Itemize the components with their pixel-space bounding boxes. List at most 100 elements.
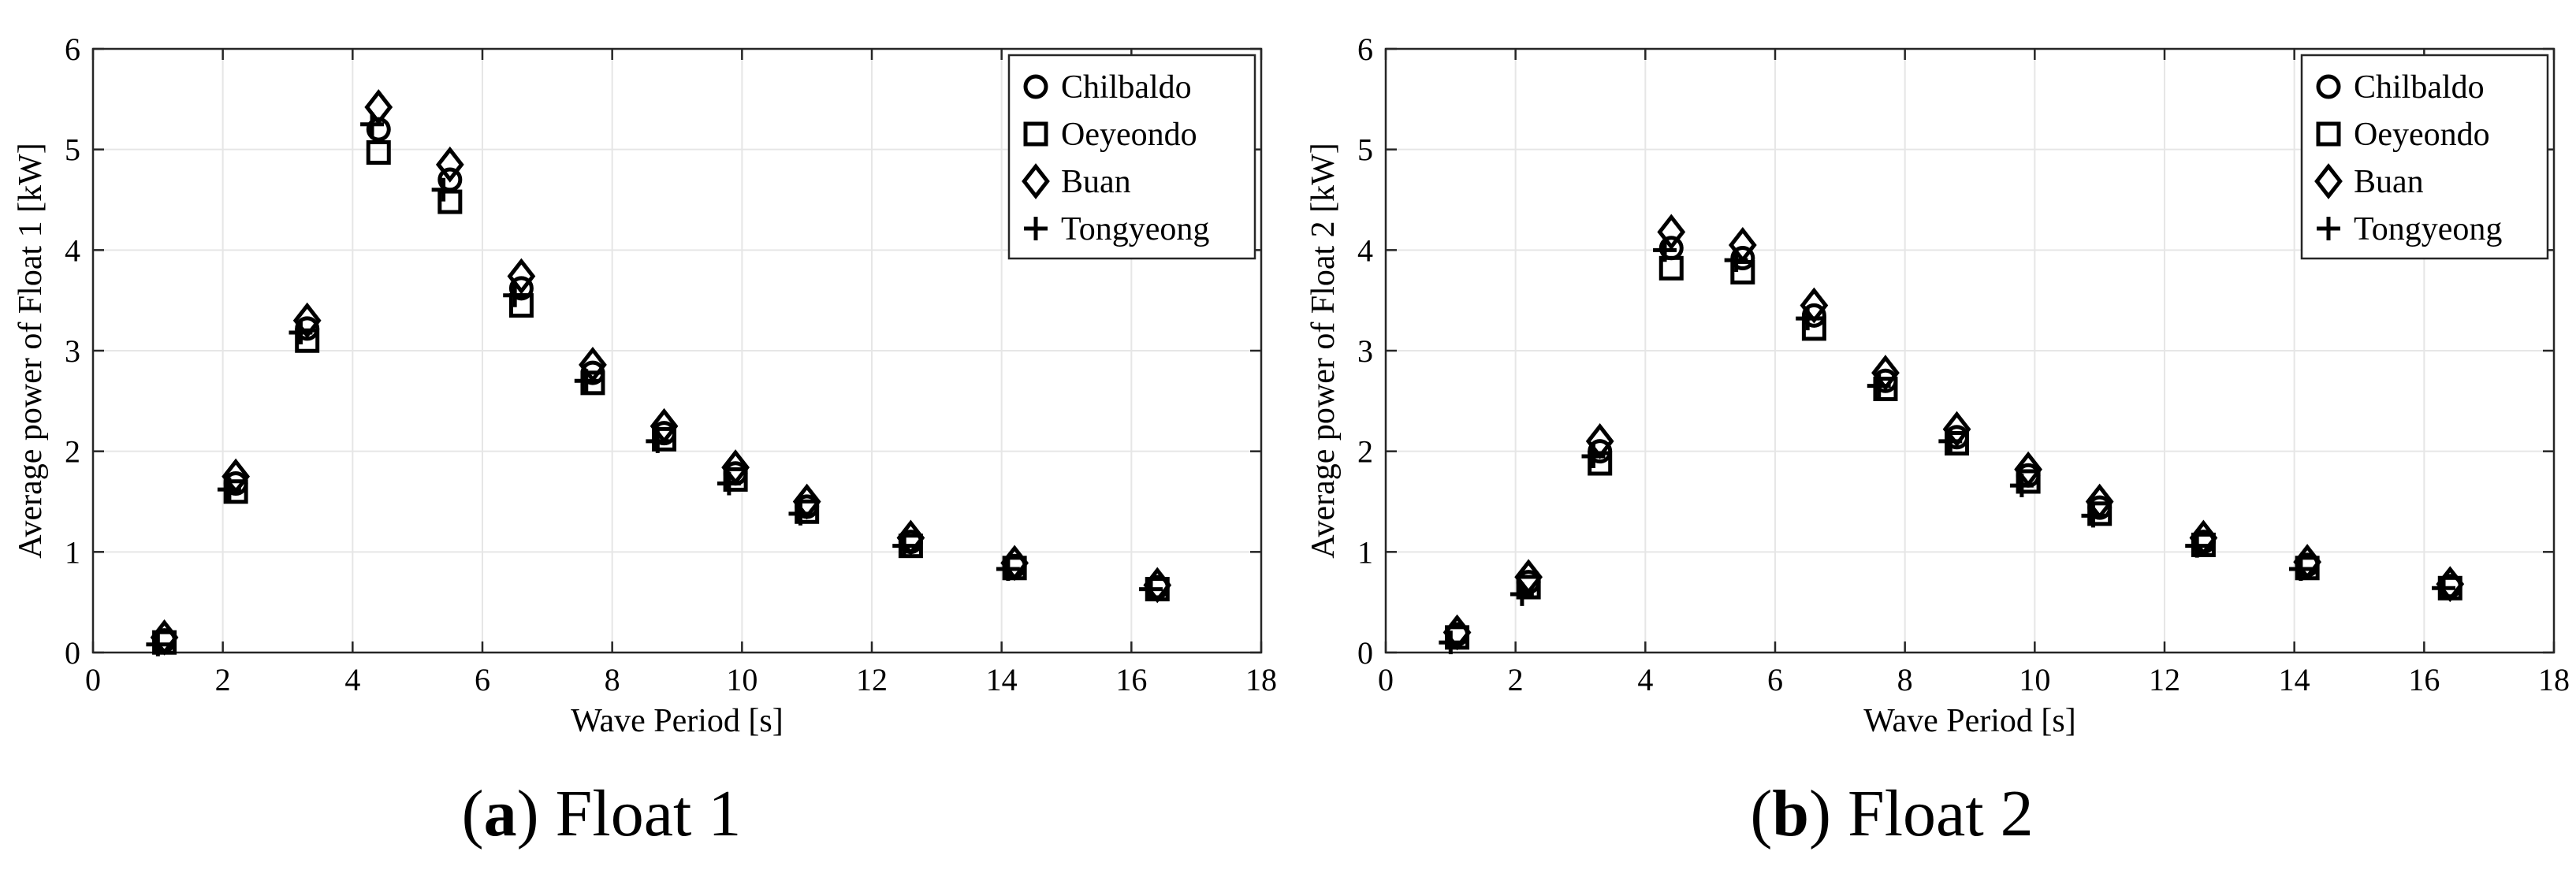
data-point-buan	[2189, 519, 2218, 556]
y-tick-label: 4	[1357, 232, 1373, 268]
x-tick-label: 8	[605, 662, 620, 697]
data-point-tongyeong	[146, 632, 170, 656]
data-point-oeyeondo	[580, 370, 605, 396]
data-point-tongyeong	[2009, 474, 2034, 498]
data-point-oeyeondo	[723, 467, 748, 492]
data-point-buan	[1514, 559, 1543, 596]
legend: Chilbaldo Oeyeondo Buan Tongyeong	[1007, 54, 1256, 260]
data-point-oeyeondo	[1658, 255, 1684, 281]
y-tick-label: 6	[1357, 32, 1373, 67]
data-point-tongyeong	[1724, 248, 1748, 273]
x-tick-label: 0	[85, 662, 101, 697]
x-tick-label: 10	[2019, 662, 2050, 697]
x-tick-label: 14	[986, 662, 1018, 697]
legend-marker-plus	[1024, 217, 1048, 240]
data-point-oeyeondo	[366, 139, 391, 165]
data-point-oeyeondo	[295, 328, 320, 353]
data-point-buan	[2293, 544, 2322, 581]
caption-label: b	[1772, 777, 1809, 850]
data-point-tongyeong	[1867, 374, 1891, 398]
x-tick-label: 0	[1378, 662, 1394, 697]
data-point-buan	[1442, 614, 1472, 651]
data-point-oeyeondo	[223, 479, 248, 504]
data-point-oeyeondo	[1945, 430, 1970, 456]
legend-item-chilbaldo: Chilbaldo	[1023, 69, 1192, 106]
legend-marker-circle	[1023, 74, 1048, 99]
x-tick-label: 6	[1767, 662, 1783, 697]
data-point-buan	[1657, 214, 1686, 251]
panel-caption: (b) Float 2	[1750, 777, 2033, 850]
data-point-tongyeong	[574, 369, 598, 393]
legend-label: Chilbaldo	[1061, 69, 1192, 106]
y-tick-label: 2	[65, 434, 80, 470]
legend-item-chilbaldo: Chilbaldo	[2316, 69, 2485, 106]
x-tick-label: 10	[726, 662, 758, 697]
data-point-buan	[292, 302, 322, 339]
y-tick-label: 5	[1357, 132, 1373, 168]
legend-label: Oeyeondo	[2354, 117, 2490, 153]
y-tick-label: 3	[65, 333, 80, 369]
series-tongyeong	[146, 112, 1163, 656]
y-tick-label: 5	[65, 132, 80, 168]
caption-paren-open: (	[1750, 777, 1772, 850]
data-point-tongyeong	[1581, 444, 1606, 468]
y-tick-label: 1	[65, 534, 80, 570]
data-point-tongyeong	[1653, 238, 1677, 262]
legend-box	[2300, 54, 2549, 260]
series-tongyeong	[1439, 238, 2455, 655]
legend-label: Oeyeondo	[1061, 117, 1197, 153]
legend-label: Tongyeong	[1061, 211, 1209, 247]
data-point-tongyeong	[1439, 630, 1463, 655]
legend-marker-plus	[2317, 217, 2340, 240]
legend-marker-square	[1023, 121, 1048, 147]
legend-item-oeyeondo: Oeyeondo	[1023, 117, 1197, 153]
x-tick-label: 12	[2149, 662, 2180, 697]
data-point-chilbaldo	[1801, 303, 1826, 328]
data-point-oeyeondo	[2016, 469, 2041, 494]
legend: Chilbaldo Oeyeondo Buan Tongyeong	[2300, 54, 2549, 260]
x-tick-label: 12	[856, 662, 888, 697]
caption-paren-close: )	[1809, 777, 1848, 850]
x-tick-label: 14	[2279, 662, 2310, 697]
legend-marker-diamond	[2314, 163, 2343, 199]
x-tick-label: 16	[2408, 662, 2440, 697]
data-point-tongyeong	[503, 283, 527, 307]
data-point-buan	[435, 146, 464, 183]
data-point-tongyeong	[1796, 307, 1820, 331]
legend-marker-diamond	[1022, 163, 1050, 199]
data-point-tongyeong	[1139, 577, 1163, 601]
x-tick-label: 16	[1115, 662, 1147, 697]
data-point-tongyeong	[2432, 576, 2455, 601]
data-point-tongyeong	[892, 534, 917, 558]
data-point-oeyeondo	[652, 426, 677, 452]
data-point-tongyeong	[2081, 504, 2105, 528]
legend-marker-square	[2316, 121, 2341, 147]
legend-label: Tongyeong	[2354, 211, 2502, 247]
data-point-tongyeong	[788, 501, 813, 526]
data-point-oeyeondo	[795, 499, 820, 524]
data-point-oeyeondo	[1873, 377, 1898, 402]
data-point-tongyeong	[288, 321, 313, 344]
x-tick-label: 18	[1245, 662, 1277, 697]
panel-caption: (a) Float 1	[462, 777, 742, 850]
data-point-tongyeong	[2185, 534, 2209, 558]
x-tick-label: 6	[475, 662, 490, 697]
y-tick-label: 0	[1357, 635, 1373, 671]
x-tick-label: 8	[1897, 662, 1913, 697]
data-point-tongyeong	[431, 177, 456, 202]
legend-box	[1007, 54, 1256, 260]
legend-label: Buan	[1061, 164, 1131, 200]
legend-item-buan: Buan	[2314, 163, 2424, 200]
data-point-chilbaldo	[1730, 246, 1755, 271]
caption-paren-close: )	[517, 777, 556, 850]
x-axis-label: Wave Period [s]	[571, 703, 784, 739]
data-point-tongyeong	[217, 478, 241, 502]
y-tick-label: 3	[1357, 333, 1373, 369]
data-point-buan	[507, 258, 536, 295]
legend-item-oeyeondo: Oeyeondo	[2316, 117, 2490, 153]
y-tick-label: 2	[1357, 434, 1373, 470]
data-point-tongyeong	[717, 471, 741, 496]
data-point-oeyeondo	[2087, 501, 2113, 526]
